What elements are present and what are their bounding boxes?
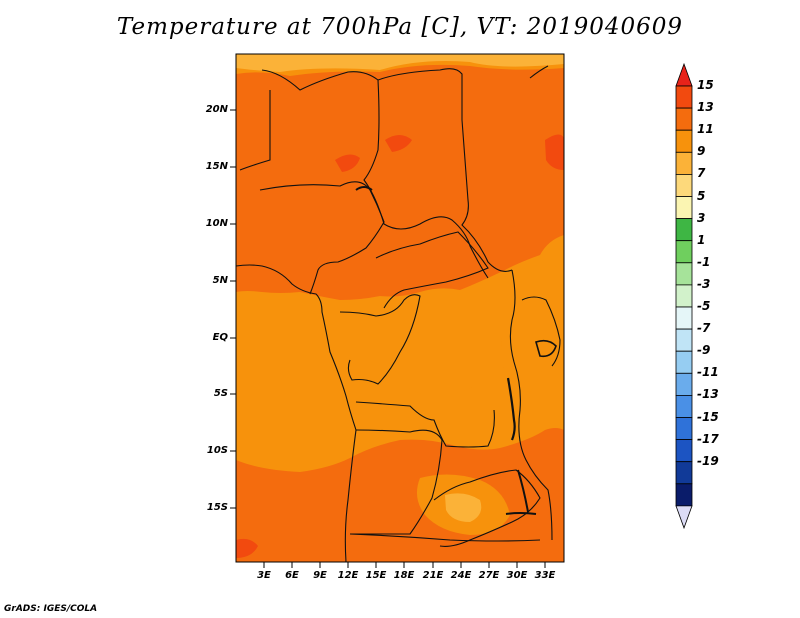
colorbar-label: -13 [697,387,719,402]
colorbar-label: 9 [697,144,706,159]
lon-label-27e: 27E [478,570,500,581]
colorbar-label: -11 [697,365,719,380]
lon-label-33e: 33E [534,570,556,581]
lat-label-eq: EQ [212,332,228,343]
lon-label-18e: 18E [393,570,415,581]
colorbar-swatch [675,107,693,131]
map-field-hot-1 [335,154,360,172]
border-north-1 [261,68,513,272]
colorbar-swatch [675,306,693,330]
colorbar-swatch [675,350,693,374]
colorbar-swatch [675,240,693,264]
lake-tanganyika [506,377,516,441]
lat-label-20n: 20N [205,104,228,115]
border-congo [339,294,421,385]
colorbar-swatch [675,173,693,197]
colorbar-label: -19 [697,453,719,468]
lat-label-10n: 10N [205,218,228,229]
lat-label-5n: 5N [212,275,228,286]
lon-tick-marks [263,562,546,568]
colorbar-swatch [675,394,693,418]
map-field-hot-4 [236,538,258,558]
border-east-2 [521,296,561,367]
colorbar-bottom-arrow [675,505,693,530]
colorbar-label: -5 [697,299,711,313]
colorbar-swatch [675,218,693,242]
lake-kariba [505,512,537,515]
coastline-west [235,264,357,563]
lon-label-6e: 6E [285,570,299,581]
border-nigeria [259,181,385,295]
colorbar-swatch [675,151,693,175]
map-boundaries [235,65,561,563]
colorbar-label: 1 [697,232,706,247]
colorbar-label: -15 [697,409,719,424]
border-north-2 [239,90,271,171]
map-field-east [501,293,553,397]
colorbar-label: 5 [697,188,706,203]
border-east [509,269,553,541]
lake-malawi [517,469,529,513]
lon-label-24e: 24E [450,570,472,581]
map-field-hot-2 [385,135,412,152]
colorbar-swatch [675,417,693,441]
colorbar-swatch [675,129,693,153]
colorbar-label: 3 [697,210,706,225]
colorbar-label: -9 [697,343,711,358]
lat-label-10s: 10S [206,445,228,456]
map-frame [235,53,565,563]
lon-label-30e: 30E [506,570,528,581]
colorbar-swatch [675,196,693,220]
lon-label-3e: 3E [257,570,271,581]
lat-label-15s: 15S [206,502,228,513]
lake-chad [355,186,373,191]
colorbar-label: 11 [697,122,714,137]
colorbar-label: 13 [697,100,714,115]
map-field-hot-3 [545,134,564,170]
lake-victoria [535,339,557,358]
lat-label-15n: 15N [205,161,228,172]
map-field-north-pale [236,54,564,72]
colorbar-label: 15 [697,78,714,92]
colorbar-label: -1 [697,254,711,269]
lon-label-9e: 9E [313,570,327,581]
map-field-warm-main [236,64,564,300]
border-lower [349,533,541,542]
grads-credit: GrADS: IGES/COLA [4,604,98,614]
lat-label-5s: 5S [213,388,228,399]
colorbar-label: 7 [697,166,706,181]
colorbar-top-arrow [675,62,693,87]
colorbar-label: -17 [697,431,719,446]
border-drc-south [355,401,495,448]
colorbar-swatch [675,328,693,352]
map-field-south-pale [445,493,482,522]
colorbar-label: -7 [697,321,711,336]
border-angola [350,429,443,535]
lat-tick-marks [230,109,236,509]
map-field-congo [395,296,502,396]
lon-label-15e: 15E [365,570,387,581]
red-sea-coast [529,65,549,79]
chart-title: Temperature at 700hPa [C], VT: 201904060… [116,14,684,40]
colorbar-swatch [675,284,693,308]
border-car [375,231,489,309]
colorbar-swatch [675,439,693,463]
colorbar-swatch [675,483,693,507]
border-zambia [433,469,541,547]
colorbar-swatch [675,372,693,396]
lon-label-12e: 12E [337,570,359,581]
colorbar-swatch [675,85,693,109]
colorbar-label: -3 [697,276,711,291]
colorbar-swatch [675,461,693,485]
lon-label-21e: 21E [422,570,444,581]
colorbar-swatch [675,262,693,286]
